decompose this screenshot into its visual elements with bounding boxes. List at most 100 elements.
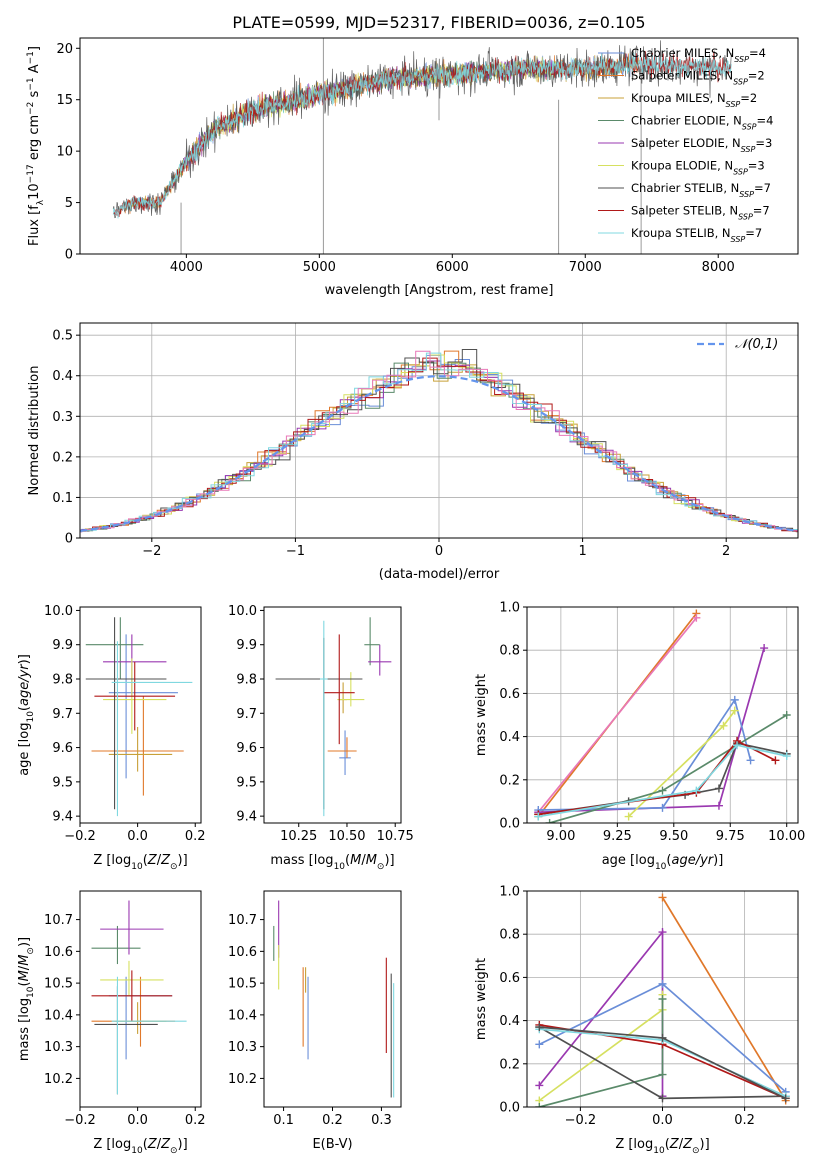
x-axis-label: Z [log10(Z/Z⊙)] [93, 853, 187, 872]
weight-point-marker [730, 695, 739, 704]
legend-label: Chabrier STELIB, NSSP=7 [631, 181, 771, 199]
weight-point-marker [535, 1103, 544, 1107]
plot-frame [79, 606, 202, 824]
x-axis-label: Z [log10(Z/Z⊙)] [615, 1137, 709, 1156]
plot-frame [263, 606, 402, 824]
histogram-step [80, 357, 798, 533]
y-tick-label: 0.4 [52, 369, 73, 384]
y-tick-label: 9.5 [52, 775, 73, 790]
plot-frame [79, 322, 799, 539]
x-tick-label: 6000 [436, 260, 469, 275]
plot-frame [526, 606, 799, 824]
y-tick-label: 9.6 [236, 741, 257, 756]
x-tick-label: 1 [578, 544, 586, 559]
y-tick-label: 10.4 [228, 1008, 257, 1023]
y-tick-label: 10.5 [228, 977, 257, 992]
histogram-step [80, 349, 798, 532]
x-tick-label: 0.2 [734, 1113, 755, 1128]
x-tick-label: −2 [142, 544, 161, 559]
x-tick-label: 0.0 [127, 1113, 148, 1128]
y-tick-label: 0.2 [52, 450, 73, 465]
plot-area [275, 617, 392, 817]
y-tick-label: 10.0 [44, 604, 73, 619]
spectrum-series-line [112, 52, 732, 219]
weight-series-line [539, 999, 664, 1107]
y-tick-label: 0.0 [499, 817, 520, 832]
legend-label: Kroupa MILES, NSSP=2 [631, 91, 757, 109]
x-tick-label: 8000 [702, 260, 735, 275]
y-axis-label: Flux [fλ10−17 erg cm−2 s−1 A−1] [26, 46, 46, 246]
plot-frame [79, 37, 799, 255]
x-tick-label: 4000 [170, 260, 203, 275]
weight-point-marker [658, 893, 667, 902]
weight-point-marker [658, 1033, 667, 1042]
x-tick-label: 0.0 [127, 829, 148, 844]
y-tick-label: 0.2 [499, 773, 520, 788]
y-tick-label: 10.3 [228, 1040, 257, 1055]
weight-point-marker [771, 756, 780, 765]
y-tick-label: 0.1 [52, 491, 73, 506]
histogram-step [80, 362, 798, 533]
y-tick-label: 9.7 [236, 707, 257, 722]
plot-frame [79, 890, 202, 1108]
plot-area [91, 900, 187, 1095]
weight-point-marker [658, 803, 667, 812]
plot-area [534, 609, 791, 823]
weight-series-line [538, 744, 787, 818]
x-tick-label: 9.50 [659, 829, 688, 844]
y-tick-label: 10.2 [44, 1072, 73, 1087]
histogram-step [80, 352, 798, 532]
x-tick-label: −1 [286, 544, 305, 559]
x-tick-label: 0.2 [322, 1113, 343, 1128]
y-tick-label: 9.4 [52, 810, 73, 825]
weight-series-line [538, 994, 664, 1102]
y-tick-label: 0.4 [499, 1014, 520, 1029]
y-tick-label: 0.8 [499, 928, 520, 943]
y-tick-label: 10.0 [228, 604, 257, 619]
weight-point-marker [714, 801, 723, 810]
x-tick-label: 0 [435, 544, 443, 559]
y-tick-label: 9.8 [52, 673, 73, 688]
plot-area [535, 893, 790, 1107]
mass-vs-metallicity-panel: −0.2 0.0 0.2 10.2 10.3 10.4 10.5 10.6 10.7 Z [log… [17, 890, 206, 1156]
y-tick-label: 10.3 [44, 1040, 73, 1055]
y-axis-label: mass weight [474, 674, 489, 756]
spectrum-panel: 4000 5000 6000 7000 8000 0 5 10 15 20 wavelength [… [26, 37, 799, 298]
y-tick-label: 9.6 [52, 741, 73, 756]
weight-point-marker [730, 706, 739, 715]
weight-point-marker [782, 752, 791, 761]
legend-label: Chabrier ELODIE, NSSP=4 [631, 114, 773, 132]
weight-point-marker [760, 644, 769, 653]
y-tick-label: 5 [65, 196, 73, 211]
weight-series-line [538, 697, 752, 811]
x-axis-label: E(B-V) [312, 1137, 352, 1152]
x-tick-label: 5000 [303, 260, 336, 275]
weight-point-marker [658, 1070, 667, 1079]
weight-point-marker [746, 756, 755, 765]
residual-histogram-panel: −2 −1 0 1 2 0 0.1 0.2 0.3 0.4 0.5 (data-model)/erro… [27, 322, 799, 582]
weight-point-marker [658, 928, 667, 937]
y-tick-label: 0.6 [499, 687, 520, 702]
y-tick-label: 1.0 [499, 885, 520, 900]
legend-label: Salpeter ELODIE, NSSP=3 [631, 136, 772, 154]
weight-point-marker [624, 812, 633, 821]
x-axis-label: age [log10(age/yr)] [602, 853, 724, 872]
x-tick-label: 9.00 [546, 829, 575, 844]
y-tick-label: 0.4 [499, 730, 520, 745]
age-vs-mass-panel: 10.25 10.50 10.75 9.4 9.5 9.6 9.7 9.8 9.9 10.0 mas… [228, 604, 414, 872]
weight-point-marker [658, 979, 667, 988]
y-tick-label: 0.5 [52, 329, 73, 344]
x-tick-label: 10.50 [328, 829, 365, 844]
spectrum-series-line [119, 53, 639, 213]
x-tick-label: 0.3 [371, 1113, 392, 1128]
weight-point-marker [714, 784, 723, 793]
x-tick-label: 9.25 [603, 829, 632, 844]
weight-series-line [661, 897, 787, 1101]
weight-series-line [538, 739, 776, 816]
y-tick-label: 0 [65, 532, 73, 547]
y-axis-label: mass [log10(M/M⊙)] [17, 937, 36, 1061]
legend-label: Kroupa ELODIE, NSSP=3 [631, 159, 765, 177]
weight-point-marker [781, 1094, 790, 1103]
spectrum-series-line [119, 53, 639, 214]
y-tick-label: 9.4 [236, 810, 257, 825]
